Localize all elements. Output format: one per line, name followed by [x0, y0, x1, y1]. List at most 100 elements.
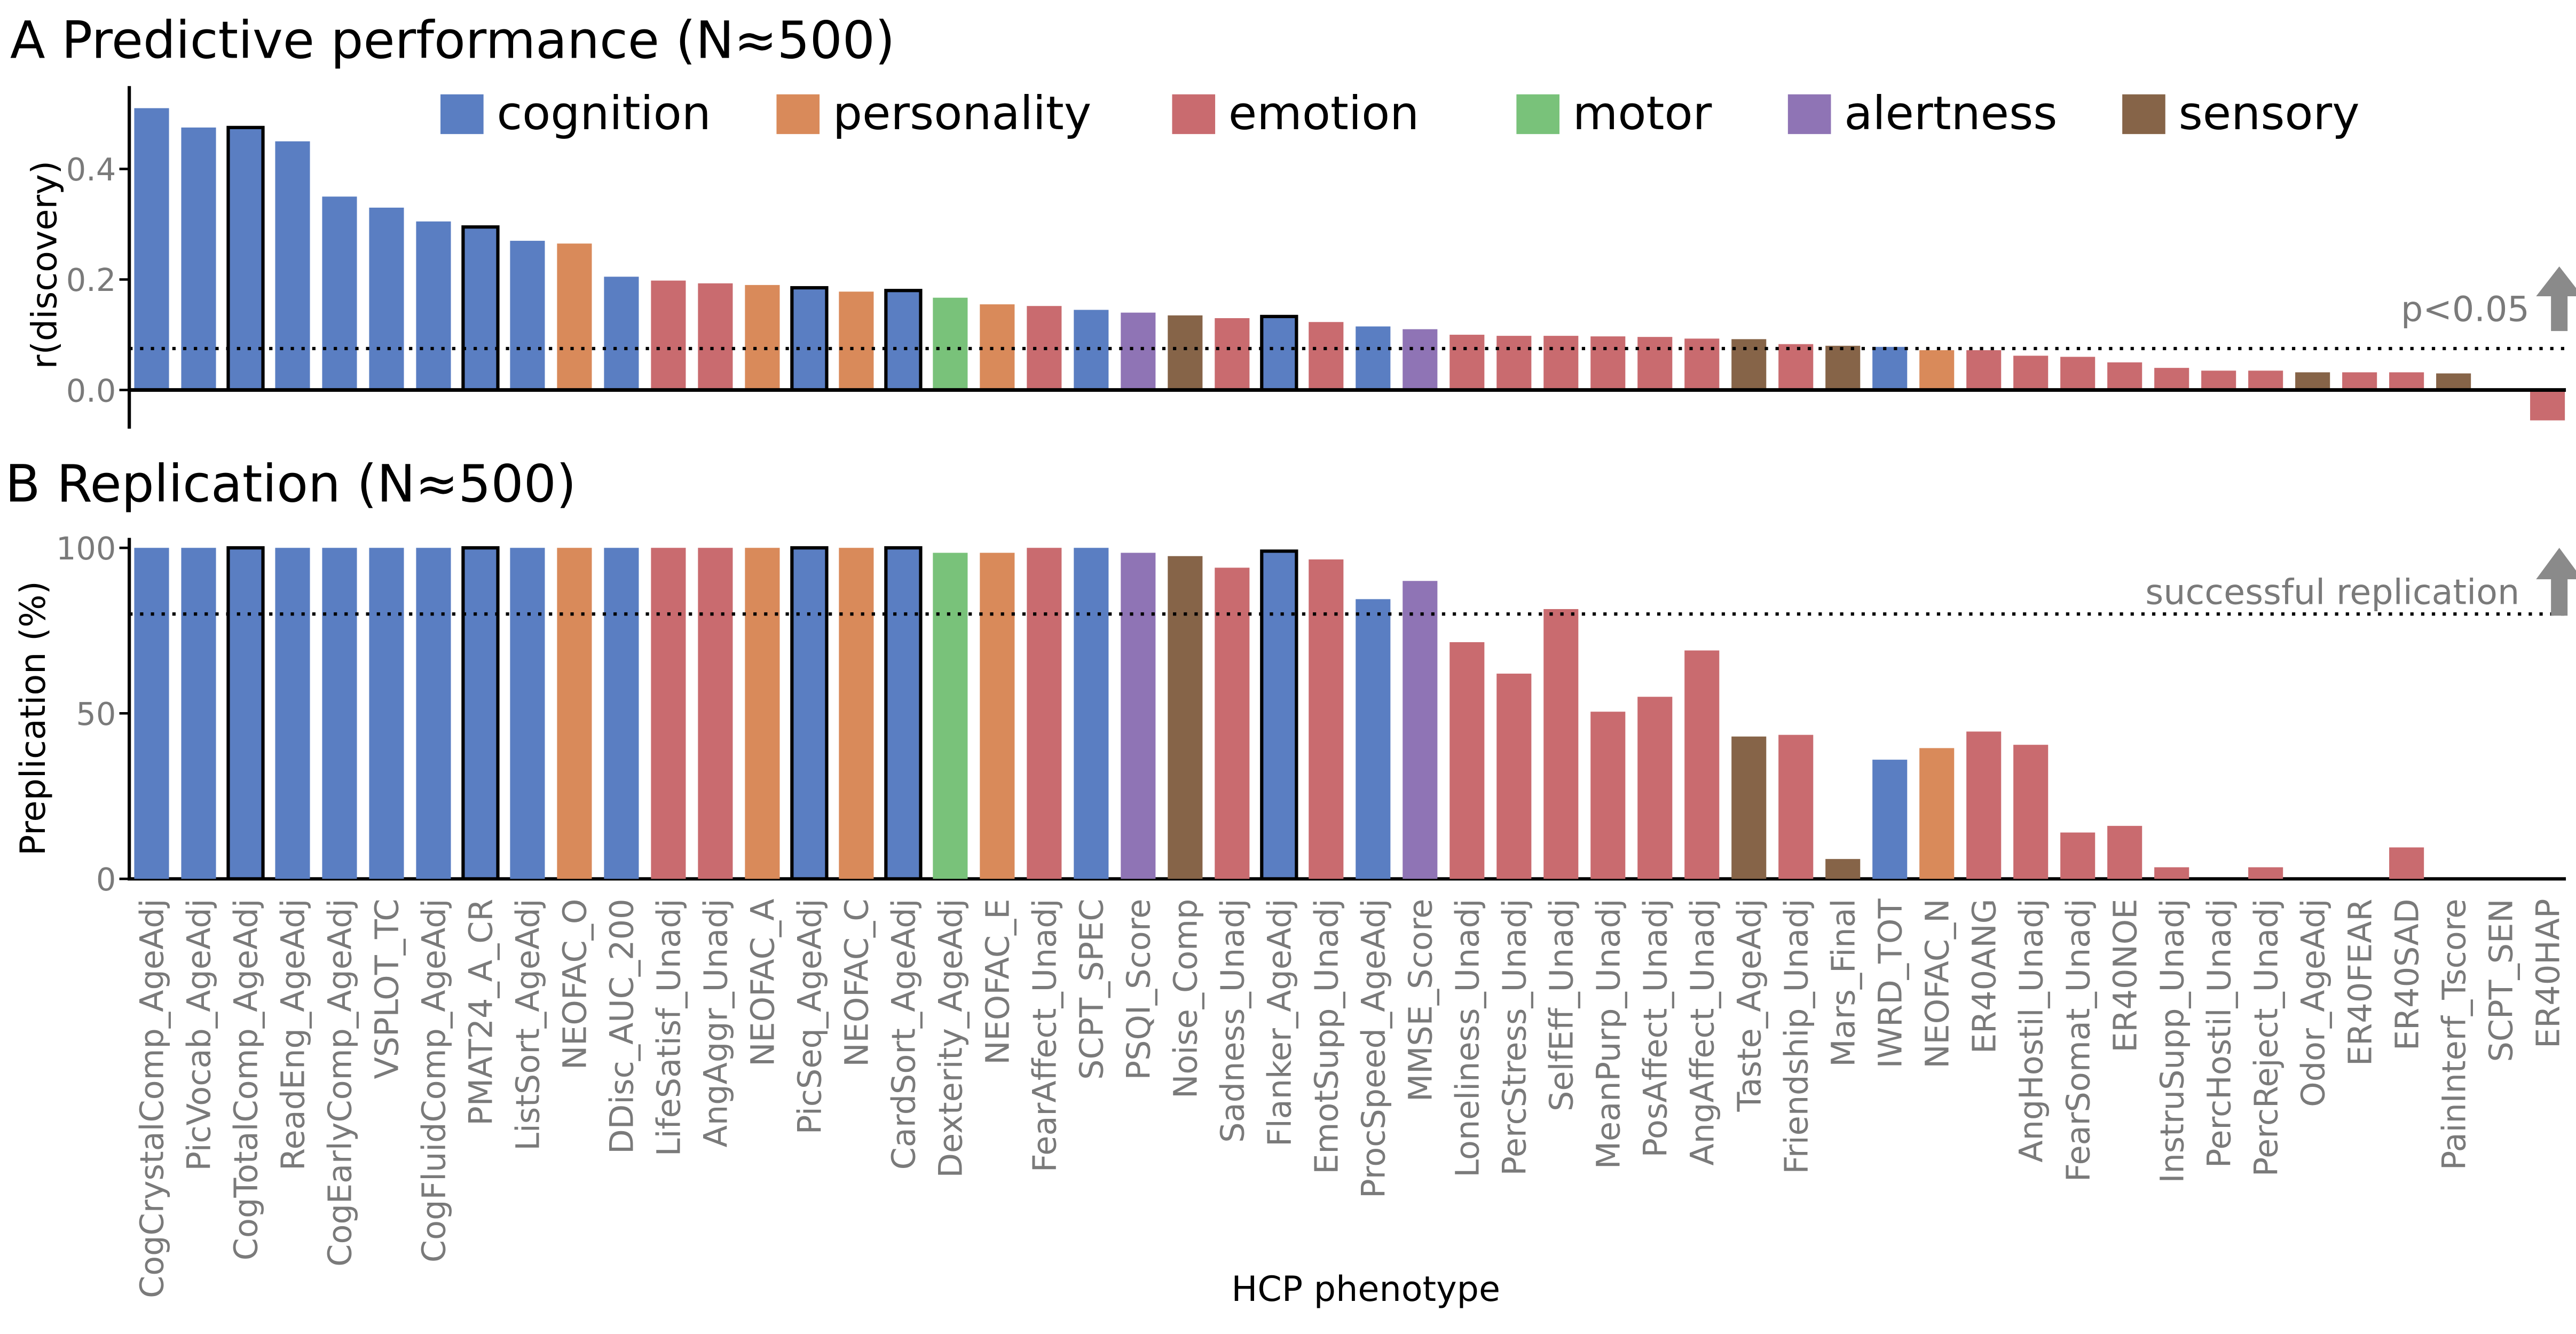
x-tick-label: CogFluidComp_AgeAdj [416, 899, 453, 1263]
legend: cognition personality emotion motor alertnes… [440, 86, 2360, 140]
panel-b-bar [1684, 650, 1720, 879]
panel-b-bar [1731, 736, 1767, 879]
x-tick-label: PicVocab_AgeAdj [181, 899, 218, 1171]
x-tick-label: ListSort_AgeAdj [510, 899, 547, 1151]
panel-a-y-tick-label: 0.0 [66, 372, 116, 409]
x-tick-label: NEOFAC_A [745, 899, 782, 1067]
panel-b-bar [134, 548, 169, 879]
panel-b-bar [1590, 712, 1626, 879]
panel-b-title: B Replication (N≈500) [5, 454, 577, 514]
x-tick-label: MeanPurp_Unadj [1590, 899, 1627, 1170]
x-tick-label: AngHostil_Unadj [2013, 899, 2050, 1163]
panel-a-bar [2342, 372, 2377, 390]
legend-label: motor [1573, 86, 1712, 140]
panel-b-bar [1919, 748, 1955, 879]
x-tick-label: ER40NOE [2107, 899, 2144, 1053]
panel-b-bar [1966, 731, 2002, 879]
panel-b-bar [1074, 548, 1109, 879]
legend-label: alertness [1844, 86, 2057, 140]
panel-a-bar [1260, 314, 1298, 392]
panel-b-bar [1027, 548, 1062, 879]
panel-b-bar [557, 548, 592, 879]
panel-a-bar [1919, 350, 1955, 390]
x-tick-label: Sadness_Unadj [1215, 899, 1252, 1143]
panel-b-y-ticks: 0 50 100 [56, 530, 130, 898]
panel-a-arrow-icon [2536, 266, 2576, 331]
panel-a-bar [2389, 372, 2424, 390]
panel-a-bars [134, 108, 2565, 421]
x-tick-label: ER40SAD [2389, 899, 2426, 1051]
x-tick-label: PSQI_Score [1121, 899, 1158, 1080]
panel-a-bar [2107, 362, 2142, 390]
x-tick-label: PercStress_Unadj [1496, 899, 1533, 1176]
panel-a-bar [1543, 336, 1579, 390]
x-tick-label: Mars_Final [1825, 899, 1862, 1067]
panel-a-bar [1825, 345, 1861, 390]
legend-swatch [2122, 94, 2165, 135]
panel-a-bar [604, 277, 639, 390]
panel-b-bar [1778, 735, 1814, 879]
legend-label: personality [833, 86, 1091, 140]
x-tick-label: LifeSatisf_Unadj [651, 899, 688, 1157]
panel-a-bar [1684, 338, 1720, 390]
x-tick-label: CogCrystalComp_AgeAdj [134, 899, 171, 1298]
panel-a-bar [1778, 344, 1814, 390]
legend-label: cognition [497, 86, 711, 140]
panel-b-bar [2107, 826, 2142, 879]
panel-b-bar [1872, 760, 1908, 879]
x-tick-label: PosAffect_Unadj [1637, 899, 1674, 1158]
legend-swatch [1172, 94, 1216, 135]
x-tick-label: IWRD_TOT [1872, 898, 1909, 1068]
panel-b-bar [1121, 552, 1156, 879]
x-tick-label: SCPT_SPEC [1074, 899, 1111, 1080]
panel-a-bar [839, 291, 874, 390]
panel-b-bar [2060, 832, 2096, 879]
panel-a-bar [2436, 373, 2471, 390]
x-tick-label: Odor_AgeAdj [2295, 899, 2332, 1107]
panel-a-bar [933, 297, 968, 390]
x-tick-label: AngAffect_Unadj [1684, 899, 1721, 1166]
panel-a-bar [510, 241, 545, 390]
panel-a-bar [1168, 315, 1203, 390]
panel-a-bar [275, 141, 310, 390]
x-tick-label: EmotSupp_Unadj [1309, 899, 1346, 1174]
panel-a-ylabel: r(discovery) [25, 161, 65, 369]
panel-b-y-tick-label: 0 [96, 861, 116, 898]
panel-b-bar [604, 548, 639, 879]
panel-a-bar [698, 283, 733, 390]
panel-a-threshold-label: p<0.05 [2401, 289, 2530, 329]
x-tick-label: Friendship_Unadj [1778, 899, 1815, 1174]
panel-a-bar [461, 225, 500, 392]
x-tick-label: SCPT_SEN [2483, 899, 2520, 1062]
panel-a-y-tick-label: 0.4 [66, 151, 116, 188]
x-tick-label: InstruSupp_Unadj [2154, 899, 2191, 1183]
panel-b-threshold-label: successful replication [2145, 573, 2519, 613]
panel-a-bar [2295, 372, 2330, 390]
x-tick-label: PercHostil_Unadj [2201, 899, 2238, 1168]
x-tick-label: ReadEng_AgeAdj [275, 899, 312, 1171]
panel-a-bar [2013, 356, 2049, 390]
panel-a-bar [790, 286, 829, 392]
panel-b-bar [1543, 609, 1579, 879]
panel-a-bar [1356, 326, 1391, 390]
legend-swatch [1516, 94, 1559, 135]
panel-b-bar [839, 548, 874, 879]
x-tick-label: Flanker_AgeAdj [1262, 899, 1299, 1147]
panel-a-bar [1450, 335, 1485, 390]
panel-b-bar [933, 552, 968, 879]
panel-b-bar [1637, 697, 1673, 879]
x-tick-label: Dexterity_AgeAdj [933, 899, 970, 1178]
x-tick-label: ER40FEAR [2342, 899, 2379, 1066]
panel-a-bar [226, 125, 265, 392]
panel-a-bar [1637, 337, 1673, 390]
panel-b-bar [2154, 867, 2189, 879]
x-tick-label: FearAffect_Unadj [1027, 899, 1064, 1173]
legend-swatch [776, 94, 820, 135]
panel-a-bar [134, 108, 169, 390]
panel-b-bar [1825, 859, 1861, 879]
x-tick-labels: CogCrystalComp_AgeAdj PicVocab_AgeAdj CogT… [134, 898, 2567, 1298]
x-tick-label: NEOFAC_N [1919, 899, 1956, 1069]
x-tick-label: MMSE_Score [1402, 899, 1439, 1102]
panel-a-bar [1121, 312, 1156, 390]
